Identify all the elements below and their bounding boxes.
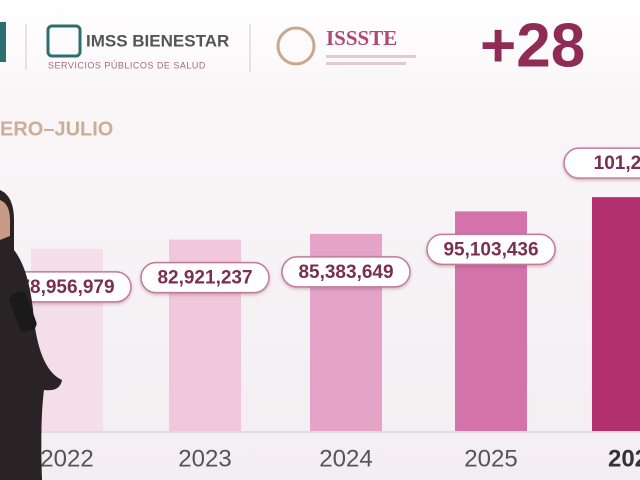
value-label: 78,956,979 bbox=[19, 277, 114, 298]
issste-subtitle-line bbox=[326, 55, 416, 58]
issste-logo bbox=[276, 26, 316, 66]
value-label: 85,383,649 bbox=[298, 262, 393, 283]
bar bbox=[592, 197, 640, 432]
value-label-pill: 85,383,649 bbox=[281, 256, 411, 288]
value-label: 82,921,237 bbox=[157, 268, 252, 289]
value-label-pill: 82,921,237 bbox=[140, 261, 270, 294]
logo-fragment bbox=[0, 22, 6, 62]
chart-subtitle: ERO–JULIO bbox=[0, 118, 113, 140]
value-label-bg bbox=[563, 147, 640, 179]
value-label: 95,103,436 bbox=[443, 239, 538, 260]
value-label-bg bbox=[426, 233, 556, 266]
presenter-face bbox=[0, 200, 10, 240]
value-label-pill: 101,233 bbox=[563, 147, 640, 179]
issste-subtitle-line bbox=[326, 62, 406, 65]
issste-title: ISSSTE bbox=[326, 26, 397, 50]
value-label-bg bbox=[281, 256, 411, 288]
imss-subtitle: SERVICIOS PÚBLICOS DE SALUD bbox=[48, 60, 206, 70]
imss-title: IMSS BIENESTAR bbox=[86, 31, 229, 50]
value-label: 101,233 bbox=[594, 153, 640, 174]
x-tick-label: 2024 bbox=[319, 445, 372, 472]
imss-logo bbox=[46, 24, 82, 58]
plot-area: 78,956,979 2022 82,921,237 2023 85,383,649 20… bbox=[2, 147, 640, 472]
headline: +28 bbox=[480, 11, 585, 80]
x-tick-label: 2025 bbox=[464, 445, 517, 472]
value-label-pill: 95,103,436 bbox=[426, 233, 556, 266]
x-tick-label: 2022 bbox=[40, 445, 93, 472]
microphone bbox=[9, 291, 37, 332]
x-tick-label: 202 bbox=[608, 445, 640, 472]
x-tick-label: 2023 bbox=[178, 445, 231, 472]
presenter bbox=[0, 190, 62, 480]
value-label-bg bbox=[140, 261, 270, 294]
